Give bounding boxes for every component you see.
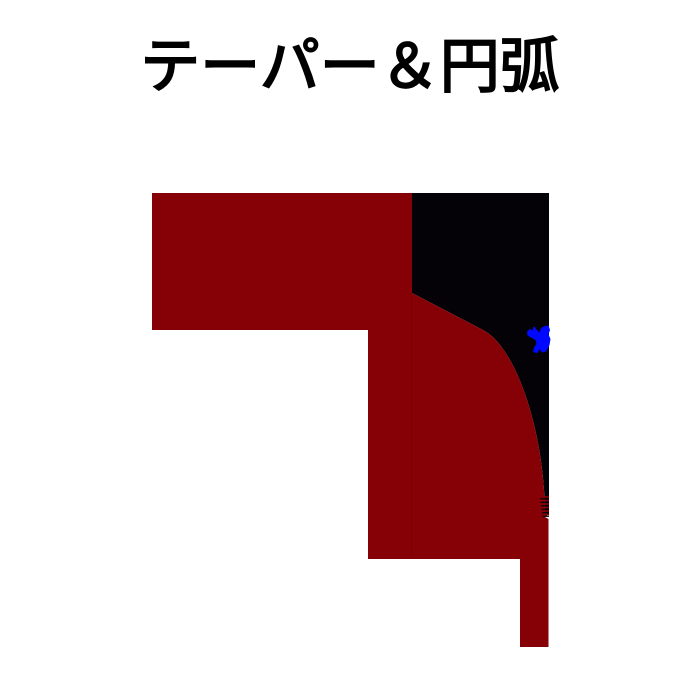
dither-stripes-black: [540, 498, 549, 517]
material-region: [152, 193, 549, 647]
tool-marker-icon: [527, 325, 551, 353]
page-title: テーパー＆円弧: [140, 32, 560, 102]
cut-region: [412, 193, 549, 517]
dither-stripes-red: [536, 496, 549, 516]
